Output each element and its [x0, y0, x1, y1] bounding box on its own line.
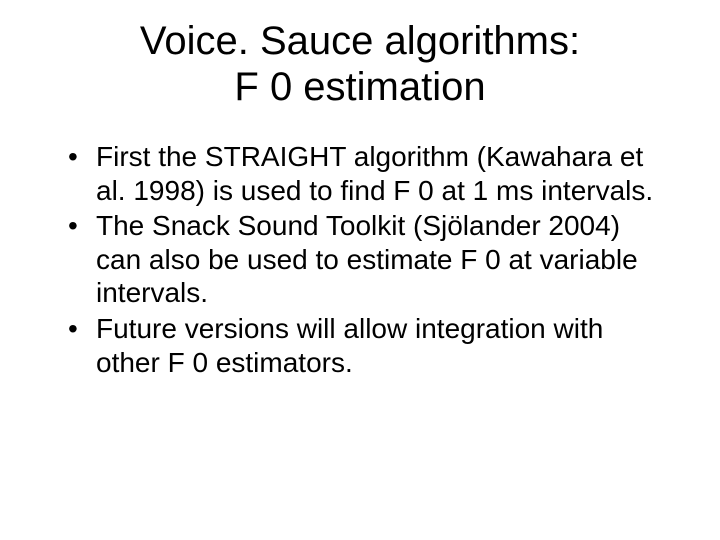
title-line-2: F 0 estimation [234, 65, 485, 109]
bullet-text: The Snack Sound Toolkit (Sjölander 2004)… [96, 210, 638, 308]
bullet-text: First the STRAIGHT algorithm (Kawahara e… [96, 141, 653, 206]
bullet-list: First the STRAIGHT algorithm (Kawahara e… [50, 140, 670, 379]
list-item: Future versions will allow integration w… [78, 312, 670, 379]
title-line-1: Voice. Sauce algorithms: [140, 19, 580, 63]
list-item: The Snack Sound Toolkit (Sjölander 2004)… [78, 209, 670, 310]
slide-title: Voice. Sauce algorithms: F 0 estimation [50, 18, 670, 110]
bullet-text: Future versions will allow integration w… [96, 313, 603, 378]
list-item: First the STRAIGHT algorithm (Kawahara e… [78, 140, 670, 207]
